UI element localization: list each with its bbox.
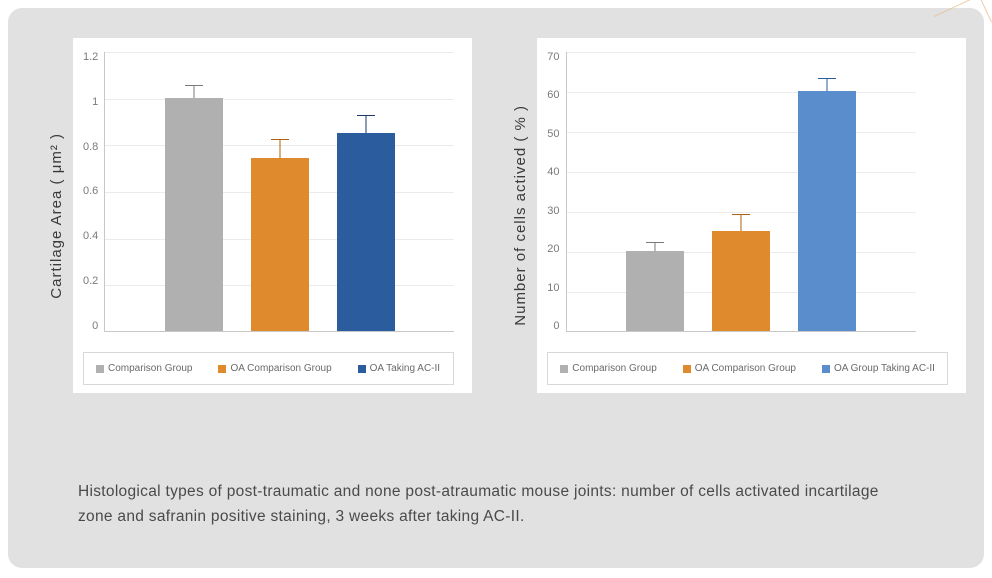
- chart2-errorbar-0: [655, 243, 656, 251]
- chart1-errorbar-2: [365, 116, 366, 132]
- chart1-legend-item-0: Comparison Group: [96, 363, 192, 374]
- chart2-gridline: [567, 172, 916, 173]
- charts-row: Cartilage Area ( μm² ) 1.2 1 0.8 0.6 0.4 0.2 0…: [48, 38, 966, 393]
- chart1-ytick: 1: [83, 97, 98, 108]
- chart1-errorcap-2: [357, 115, 375, 116]
- chart2-legend-item-0: Comparison Group: [560, 363, 656, 374]
- chart2-legend-swatch-1: [683, 365, 691, 373]
- chart2-errorbar-2: [827, 79, 828, 91]
- chart1-errorbar-1: [279, 140, 280, 159]
- chart2-ylabel: Number of cells actived ( % ): [512, 105, 529, 326]
- chart2-errorcap-2: [818, 78, 836, 79]
- chart2-plot-area: 70 60 50 40 30 20 10 0: [547, 52, 948, 332]
- chart1-plot-area: 1.2 1 0.8 0.6 0.4 0.2 0: [83, 52, 454, 332]
- chart2-legend-item-2: OA Group Taking AC-II: [822, 363, 935, 374]
- chart2-errorbar-1: [741, 215, 742, 231]
- chart2-ytick: 70: [547, 52, 559, 63]
- chart2-panel: 70 60 50 40 30 20 10 0 Comparison Group OA Compa…: [537, 38, 966, 393]
- chart2-legend-label-1: OA Comparison Group: [695, 363, 796, 374]
- chart2-bar-0: [626, 251, 684, 331]
- chart2-yaxis: 70 60 50 40 30 20 10 0: [547, 52, 565, 332]
- chart2-errorcap-1: [732, 214, 750, 215]
- chart1-block: Cartilage Area ( μm² ) 1.2 1 0.8 0.6 0.4 0.2 0…: [48, 38, 472, 393]
- chart2-legend-label-0: Comparison Group: [572, 363, 656, 374]
- chart1-legend-label-1: OA Comparison Group: [230, 363, 331, 374]
- chart1-ytick: 0.4: [83, 231, 98, 242]
- chart1-yaxis: 1.2 1 0.8 0.6 0.4 0.2 0: [83, 52, 104, 332]
- chart1-errorcap-0: [185, 85, 203, 86]
- chart1-bars-area: [104, 52, 454, 332]
- chart1-errorcap-1: [271, 139, 289, 140]
- chart2-bar-2: [798, 91, 856, 331]
- chart1-bar-0: [165, 98, 223, 331]
- chart2-ytick: 10: [547, 283, 559, 294]
- chart2-ytick: 0: [547, 321, 559, 332]
- chart2-gridline: [567, 212, 916, 213]
- chart1-legend-label-2: OA Taking AC-II: [370, 363, 440, 374]
- chart1-ytick: 1.2: [83, 52, 98, 63]
- chart1-bar-2: [337, 133, 395, 331]
- chart1-legend-swatch-2: [358, 365, 366, 373]
- chart2-legend-label-2: OA Group Taking AC-II: [834, 363, 935, 374]
- chart1-ytick: 0.6: [83, 186, 98, 197]
- chart1-legend-item-1: OA Comparison Group: [218, 363, 331, 374]
- chart1-legend-swatch-1: [218, 365, 226, 373]
- corner-accent: [934, 0, 992, 43]
- chart2-bar-1: [712, 231, 770, 331]
- chart1-ytick: 0.2: [83, 276, 98, 287]
- chart2-ytick: 60: [547, 90, 559, 101]
- chart1-panel: 1.2 1 0.8 0.6 0.4 0.2 0 Comparison Group OA Com…: [73, 38, 472, 393]
- chart1-legend-label-0: Comparison Group: [108, 363, 192, 374]
- chart1-legend-swatch-0: [96, 365, 104, 373]
- figure-container: Cartilage Area ( μm² ) 1.2 1 0.8 0.6 0.4 0.2 0…: [8, 8, 984, 568]
- chart2-block: Number of cells actived ( % ) 70 60 50 40 30…: [512, 38, 966, 393]
- chart1-ytick: 0: [83, 321, 98, 332]
- chart1-legend-item-2: OA Taking AC-II: [358, 363, 440, 374]
- chart2-ytick: 30: [547, 206, 559, 217]
- chart1-ylabel: Cartilage Area ( μm² ): [48, 133, 65, 299]
- chart1-legend: Comparison Group OA Comparison Group OA Ta…: [83, 352, 454, 385]
- chart1-gridline: [105, 52, 454, 53]
- figure-caption: Histological types of post-traumatic and…: [78, 480, 914, 530]
- chart2-legend: Comparison Group OA Comparison Group OA Gr…: [547, 352, 948, 385]
- chart1-ytick: 0.8: [83, 142, 98, 153]
- chart2-ytick: 50: [547, 129, 559, 140]
- chart2-gridline: [567, 132, 916, 133]
- chart2-legend-swatch-2: [822, 365, 830, 373]
- chart2-gridline: [567, 52, 916, 53]
- chart2-gridline: [567, 92, 916, 93]
- chart2-ytick: 40: [547, 167, 559, 178]
- chart2-legend-item-1: OA Comparison Group: [683, 363, 796, 374]
- chart2-errorcap-0: [646, 242, 664, 243]
- chart2-bars-area: [566, 52, 916, 332]
- chart2-ytick: 20: [547, 244, 559, 255]
- chart1-gridline: [105, 99, 454, 100]
- chart2-legend-swatch-0: [560, 365, 568, 373]
- chart1-errorbar-0: [193, 86, 194, 98]
- chart1-bar-1: [251, 158, 309, 331]
